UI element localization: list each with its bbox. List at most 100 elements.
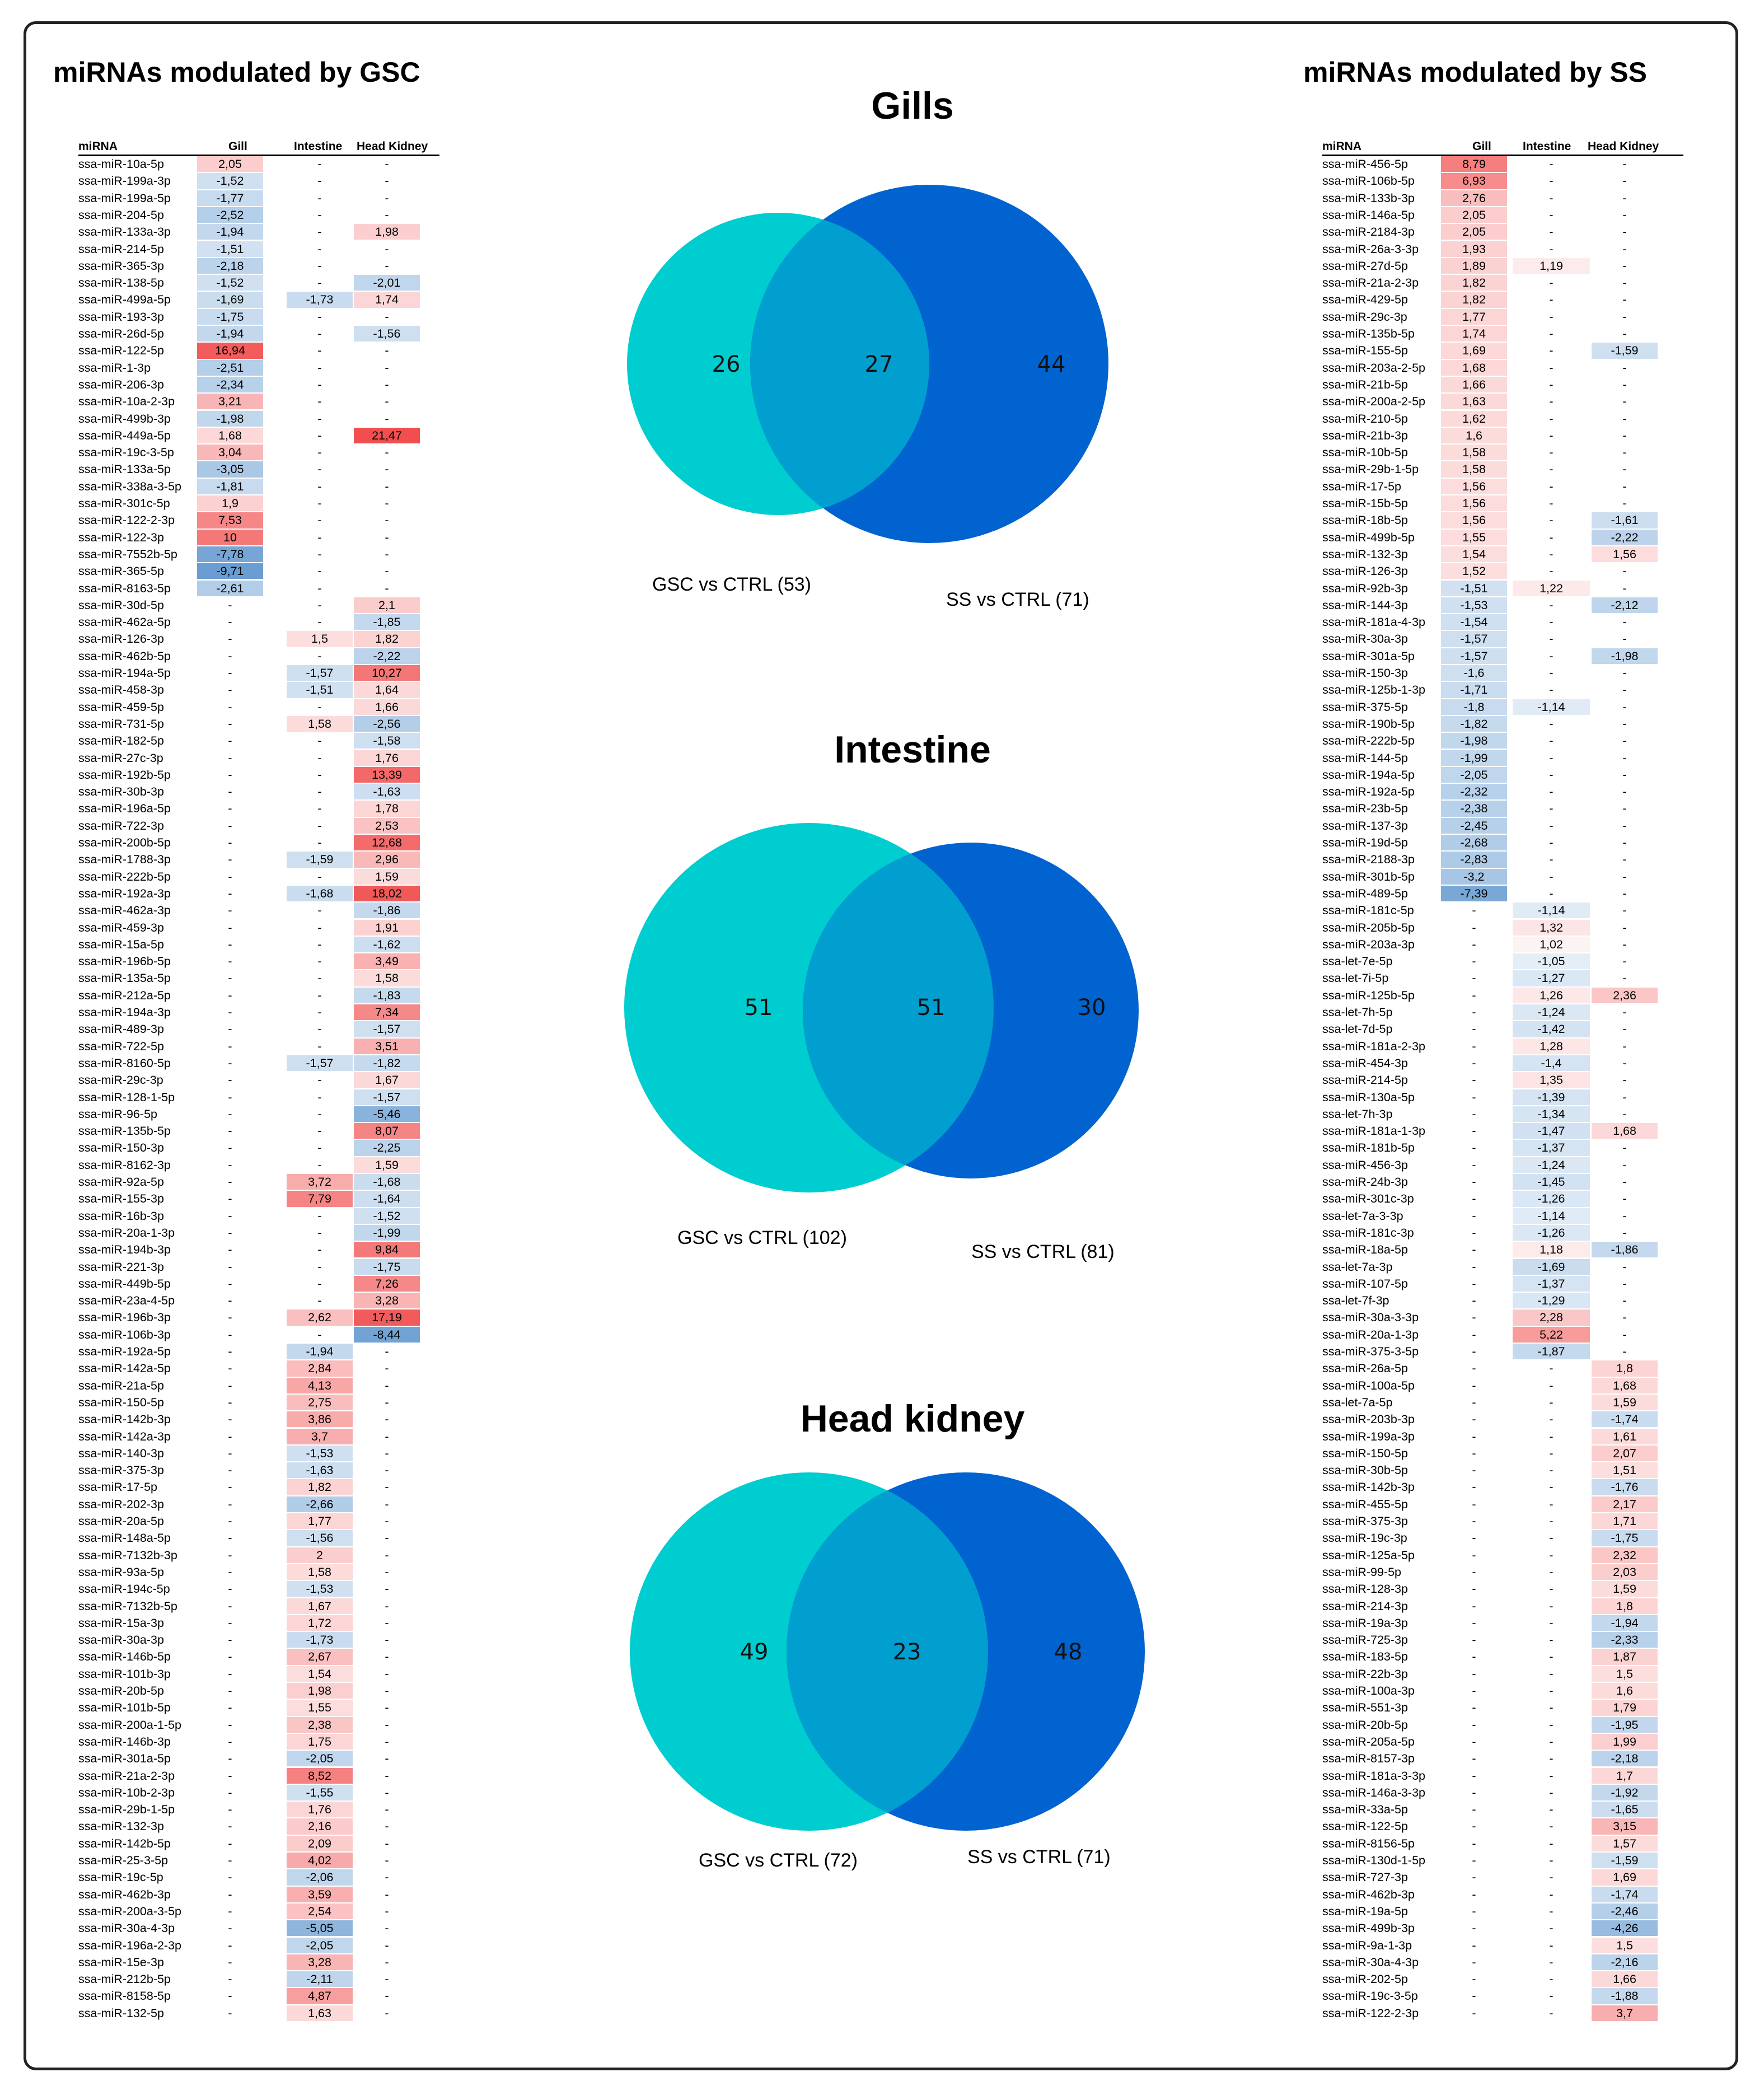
- intestine-value: -: [1549, 564, 1554, 578]
- gill-value: -: [228, 1684, 232, 1697]
- intestine-value: -: [317, 259, 322, 273]
- gill-value: -: [1472, 1633, 1476, 1647]
- head-kidney-value: -: [385, 242, 389, 256]
- head-kidney-value: -: [385, 1803, 389, 1817]
- head-kidney-value: -1,86: [354, 902, 420, 919]
- mirna-name: ssa-miR-93a-5p: [78, 1565, 164, 1579]
- intestine-value: -1,29: [1513, 1293, 1590, 1309]
- head-kidney-value: -: [385, 1599, 389, 1613]
- intestine-value: -: [317, 462, 322, 476]
- head-kidney-value: -: [1622, 886, 1627, 900]
- head-kidney-value: -: [1622, 802, 1627, 816]
- gill-value: -3,05: [197, 461, 263, 478]
- gill-value: -: [228, 1446, 232, 1460]
- head-kidney-value: -: [1622, 869, 1627, 883]
- intestine-value: -: [1549, 598, 1554, 612]
- head-kidney-value: 1,68: [1592, 1377, 1658, 1393]
- gill-value: -1,8: [1441, 699, 1507, 715]
- intestine-value: -: [1549, 683, 1554, 697]
- gill-value: -1,51: [197, 241, 263, 257]
- mirna-name: ssa-let-7a-3-3p: [1322, 1209, 1403, 1223]
- gill-value: -: [1472, 988, 1476, 1002]
- mirna-name: ssa-miR-122-2-3p: [78, 513, 175, 527]
- gill-value: -: [1472, 1345, 1476, 1358]
- mirna-name: ssa-miR-200a-2-5p: [1322, 395, 1426, 409]
- gill-value: -2,05: [1441, 766, 1507, 783]
- intestine-value: -: [1549, 1633, 1554, 1647]
- gill-value: 1,56: [1441, 478, 1507, 494]
- gill-value: 1,74: [1441, 326, 1507, 342]
- head-kidney-value: 10,27: [354, 665, 420, 681]
- gill-value: -: [228, 1090, 232, 1104]
- intestine-value: 2,38: [287, 1717, 353, 1733]
- mirna-name: ssa-miR-148a-5p: [78, 1531, 171, 1545]
- intestine-value: 1,76: [287, 1802, 353, 1818]
- gill-value: -: [1472, 1989, 1476, 2003]
- intestine-value: -: [317, 1294, 322, 1308]
- intestine-value: -: [1549, 1548, 1554, 1562]
- gill-value: -: [1472, 1141, 1476, 1155]
- mirna-name: ssa-miR-194a-5p: [1322, 768, 1415, 782]
- head-kidney-value: 2,32: [1592, 1547, 1658, 1563]
- mirna-name: ssa-miR-29b-1-5p: [1322, 462, 1419, 476]
- gill-value: -: [228, 1124, 232, 1138]
- head-kidney-value: -: [1622, 411, 1627, 425]
- table-header: miRNA Gill Intestine Head Kidney: [1322, 140, 1683, 156]
- intestine-value: 1,5: [287, 631, 353, 647]
- gill-value: -: [1472, 1243, 1476, 1257]
- mirna-name: ssa-miR-459-3p: [78, 920, 164, 934]
- intestine-value: -: [1549, 327, 1554, 340]
- head-kidney-value: 12,68: [354, 835, 420, 851]
- mirna-name: ssa-miR-126-3p: [1322, 564, 1408, 578]
- intestine-value: -: [317, 428, 322, 442]
- mirna-name: ssa-miR-21a-5p: [78, 1378, 164, 1392]
- head-kidney-value: 1,99: [1592, 1733, 1658, 1750]
- mirna-name: ssa-miR-142a-3p: [78, 1429, 171, 1443]
- head-kidney-value: -4,26: [1592, 1920, 1658, 1937]
- mirna-name: ssa-miR-489-3p: [78, 1022, 164, 1036]
- head-kidney-value: 2,53: [354, 817, 420, 834]
- gill-value: -7,39: [1441, 885, 1507, 902]
- head-kidney-value: -: [1622, 632, 1627, 646]
- header-mirna: miRNA: [1322, 140, 1362, 153]
- mirna-name: ssa-miR-138-5p: [78, 276, 164, 290]
- gill-value: 16,94: [197, 343, 263, 359]
- gill-value: 1,68: [197, 427, 263, 444]
- mirna-name: ssa-miR-202-3p: [78, 1497, 164, 1511]
- mirna-name: ssa-miR-731-5p: [78, 717, 164, 731]
- gill-value: -1,77: [197, 190, 263, 206]
- head-kidney-value: -1,64: [354, 1191, 420, 1207]
- intestine-value: -1,26: [1513, 1224, 1590, 1241]
- head-kidney-value: -: [1622, 1056, 1627, 1070]
- gill-value: -3,2: [1441, 868, 1507, 885]
- gill-value: -: [228, 1362, 232, 1376]
- gill-value: -1,69: [197, 292, 263, 308]
- head-kidney-value: -: [385, 1362, 389, 1376]
- mirna-name: ssa-miR-725-3p: [1322, 1633, 1408, 1647]
- intestine-value: -2,05: [287, 1937, 353, 1953]
- head-kidney-value: 7,34: [354, 1004, 420, 1021]
- mirna-name: ssa-miR-146a-3-3p: [1322, 1785, 1426, 1799]
- head-kidney-value: -: [1622, 1192, 1627, 1206]
- mirna-name: ssa-miR-24b-3p: [1322, 1175, 1408, 1189]
- mirna-name: ssa-miR-142b-5p: [78, 1836, 171, 1850]
- gill-value: 1,63: [1441, 394, 1507, 410]
- gill-value: -: [228, 1955, 232, 1969]
- gill-value: -: [1472, 1921, 1476, 1935]
- head-kidney-value: -: [385, 1955, 389, 1969]
- mirna-name: ssa-miR-18b-5p: [1322, 513, 1408, 527]
- intestine-value: -: [317, 937, 322, 951]
- table-header: miRNA Gill Intestine Head Kidney: [78, 140, 439, 156]
- head-kidney-value: -: [1622, 157, 1627, 171]
- mirna-name: ssa-miR-375-3-5p: [1322, 1345, 1419, 1358]
- head-kidney-value: -: [1622, 785, 1627, 799]
- gill-value: -: [1472, 1005, 1476, 1019]
- head-kidney-value: -: [1622, 1175, 1627, 1189]
- mirna-name: ssa-miR-26a-5p: [1322, 1362, 1408, 1376]
- intestine-value: -2,11: [287, 1971, 353, 1987]
- intestine-value: -: [1549, 666, 1554, 680]
- gill-value: -: [228, 836, 232, 849]
- head-kidney-value: -2,56: [354, 715, 420, 732]
- mirna-name: ssa-miR-21a-2-3p: [78, 1769, 175, 1783]
- intestine-value: -: [1549, 802, 1554, 816]
